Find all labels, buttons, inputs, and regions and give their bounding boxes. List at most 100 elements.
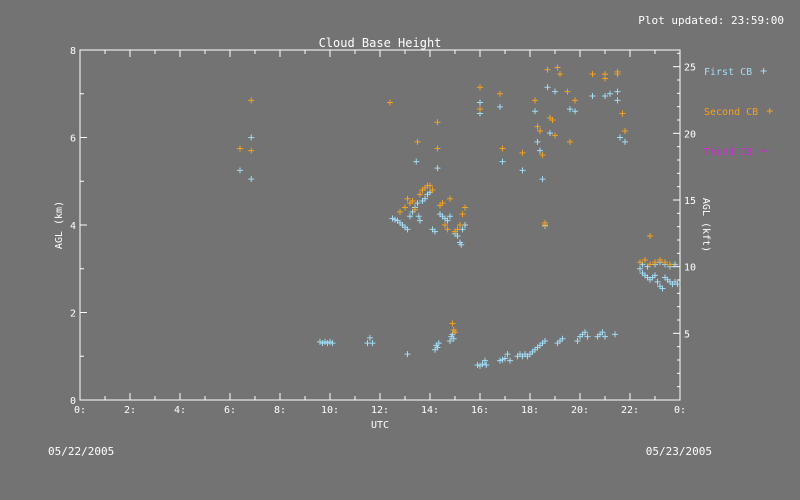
data-point [457, 222, 463, 228]
data-point [499, 145, 506, 152]
x-axis-label: UTC [371, 420, 389, 431]
data-point [572, 108, 578, 115]
data-point [622, 138, 628, 145]
right-tick-label: 10 [684, 263, 696, 274]
data-point [449, 320, 456, 327]
data-point [612, 331, 618, 338]
data-point [458, 241, 465, 248]
legend-marker [766, 108, 773, 114]
data-point [582, 329, 588, 336]
series-layer [237, 64, 681, 369]
data-point [549, 117, 556, 123]
legend-label: Second CB [704, 107, 758, 118]
data-point [435, 340, 442, 347]
data-point [477, 106, 483, 113]
data-point [407, 213, 413, 220]
data-point [617, 134, 623, 141]
right-axis-ticks: 5 10 15 20 25 [673, 52, 696, 388]
data-point [450, 335, 457, 342]
right-tick-label: 20 [684, 129, 696, 140]
legend-marker [760, 68, 767, 74]
right-tick-label: 15 [684, 196, 696, 207]
right-tick-label: 5 [684, 329, 690, 340]
data-point [387, 99, 393, 106]
data-point [589, 92, 596, 99]
data-point [499, 158, 506, 165]
data-point [602, 92, 608, 99]
data-point [657, 257, 663, 263]
plot-area: 0: 2: 4: 6: 8: 10: 12: 14: 16: 18: 20: 22: 0: 02468 … [70, 46, 696, 416]
x-tick-label: 0: [674, 405, 686, 416]
start-date: 05/22/2005 [48, 445, 114, 458]
data-point [237, 167, 243, 174]
data-point [329, 340, 336, 347]
data-point [248, 97, 255, 104]
data-point [552, 132, 558, 139]
data-point [537, 147, 543, 154]
data-point [477, 99, 483, 106]
data-point [667, 261, 673, 268]
data-point [564, 88, 571, 95]
y-tick-label: 0 [70, 396, 76, 407]
data-point [444, 226, 451, 233]
data-point [642, 257, 648, 263]
data-point [434, 165, 441, 172]
y-tick-label: 8 [70, 46, 76, 57]
data-point [614, 88, 621, 95]
data-point [429, 187, 436, 193]
data-point [652, 259, 658, 266]
data-point [248, 134, 255, 141]
data-point [567, 106, 573, 113]
data-point [422, 195, 428, 202]
plot-frame [79, 49, 681, 401]
x-tick-label: 12: [371, 405, 389, 416]
data-point [539, 176, 546, 183]
data-point [532, 108, 538, 115]
data-point [602, 333, 608, 340]
data-point [434, 344, 441, 351]
data-point [637, 259, 643, 266]
data-point [248, 147, 255, 154]
data-point [414, 200, 421, 207]
data-point [584, 333, 591, 340]
data-point [402, 204, 408, 211]
data-point [532, 97, 538, 104]
data-point [404, 226, 411, 233]
data-point [367, 334, 373, 341]
data-point [434, 145, 441, 152]
data-point [502, 355, 508, 362]
data-point [559, 335, 566, 342]
x-tick-label: 0: [74, 405, 86, 416]
data-point [483, 362, 490, 368]
data-point [413, 158, 420, 165]
data-point [415, 213, 422, 220]
data-point [662, 259, 668, 266]
data-point [248, 176, 255, 183]
data-point [497, 90, 503, 97]
legend-label: Third CB [704, 147, 752, 158]
data-point [454, 226, 461, 233]
data-point [504, 351, 511, 358]
y-axis-ticks: 0 2 4 6 8 [70, 46, 87, 407]
data-point [602, 75, 608, 82]
y-tick-label: 2 [70, 309, 76, 320]
data-point [659, 285, 666, 292]
data-point [614, 71, 621, 78]
series-first-cb [237, 84, 681, 369]
data-point [507, 357, 513, 364]
data-point [479, 361, 486, 368]
x-tick-label: 20: [571, 405, 589, 416]
data-point [427, 182, 433, 189]
data-point [417, 191, 423, 198]
data-point [462, 204, 468, 211]
data-point [552, 88, 558, 95]
plot-updated-text: Plot updated: 23:59:00 [638, 14, 784, 27]
data-point [557, 71, 563, 78]
data-point [519, 149, 526, 156]
y-axis-label: AGL (km) [54, 201, 65, 249]
data-point [447, 213, 453, 220]
data-point [412, 206, 418, 213]
legend-marker [760, 148, 767, 154]
x-tick-label: 22: [621, 405, 639, 416]
